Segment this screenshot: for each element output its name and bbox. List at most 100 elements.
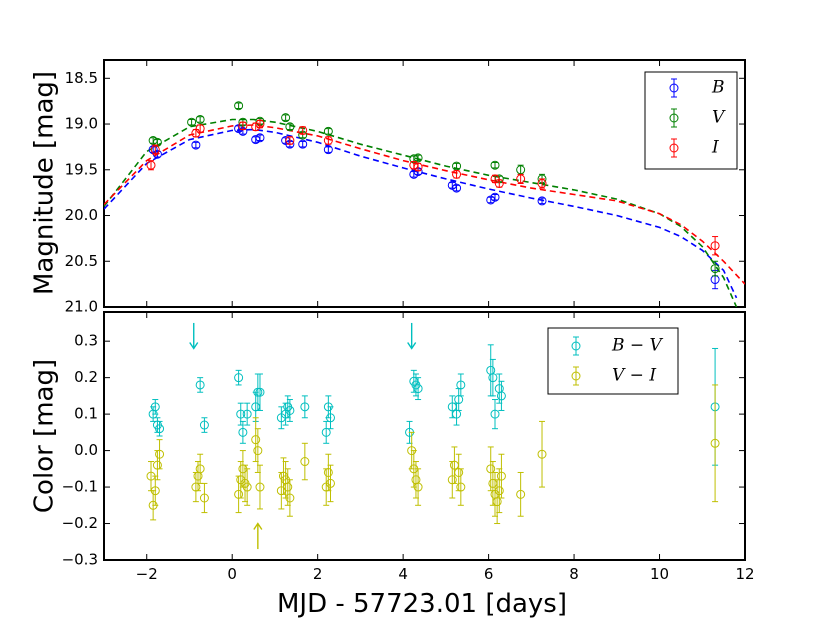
point-V (281, 113, 291, 123)
color-ytick-label: 0.1 (74, 405, 98, 423)
point-v-i (537, 420, 547, 488)
color-ytick-label: 0.3 (74, 332, 98, 350)
point-I (494, 179, 504, 188)
point-b-v (456, 373, 466, 397)
point-b-v (413, 377, 423, 401)
point-b-v (155, 420, 165, 437)
color-panel: 0.3 0.2 0.1 0.0 −0.1 −0.2 −0.3 −2 0 2 4 6 8 10 12 Colo… (30, 311, 755, 619)
point-b-v (150, 399, 160, 415)
point-v-i (300, 442, 310, 481)
point-v-i (283, 468, 293, 506)
magnitude-ticks: 18.5 19.0 19.5 20.0 20.5 21.0 (65, 60, 746, 316)
point-I (285, 136, 295, 146)
point-V (710, 260, 720, 277)
point-B (191, 140, 201, 150)
x-tick-label: 10 (650, 565, 669, 583)
point-v-i (411, 461, 421, 499)
legend-label-V: V (712, 108, 726, 128)
point-V (490, 160, 500, 170)
color-ticks: 0.3 0.2 0.1 0.0 −0.1 −0.2 −0.3 −2 0 2 4 6 8 10 12 (62, 312, 755, 583)
point-V (234, 101, 244, 111)
point-b-v (490, 399, 500, 430)
model-curve-B (104, 128, 738, 299)
point-b-v (452, 402, 462, 426)
point-I (150, 144, 160, 155)
arrow-annotation (253, 522, 263, 550)
color-axis-label: Color [mag] (30, 359, 60, 513)
point-v-i (516, 471, 526, 517)
point-I (490, 174, 500, 184)
magnitude-ytick-label: 20.0 (65, 206, 98, 224)
legend-label-B: B (711, 78, 725, 98)
point-b-v (325, 406, 335, 430)
point-B (323, 145, 333, 155)
point-b-v (488, 358, 498, 397)
point-v-i (150, 475, 160, 506)
legend-label-v-i: V − I (612, 366, 656, 386)
x-tick-label: 8 (569, 565, 579, 583)
point-b-v (486, 344, 496, 397)
point-v-i (199, 482, 209, 514)
point-v-i (242, 468, 252, 506)
point-v-i (710, 384, 720, 503)
color-points (146, 344, 720, 525)
point-v-i (456, 468, 466, 506)
color-ytick-label: −0.3 (62, 551, 98, 569)
point-B (452, 183, 462, 193)
point-v-i (195, 453, 205, 484)
legend-entry-V: V (669, 108, 726, 128)
x-tick-label: 4 (398, 565, 408, 583)
magnitude-points (146, 101, 720, 290)
annotation-arrows (189, 322, 417, 550)
point-V (195, 114, 205, 124)
x-tick-label: 12 (735, 565, 754, 583)
point-b-v (199, 417, 209, 433)
point-I (413, 162, 423, 172)
magnitude-ytick-label: 19.5 (65, 160, 98, 178)
point-V (323, 126, 333, 136)
point-B (298, 139, 308, 149)
arrow-annotation (407, 322, 417, 350)
magnitude-legend: BVI (644, 71, 738, 170)
point-v-i (276, 471, 286, 510)
point-v-i (496, 453, 506, 499)
magnitude-panel: 18.5 19.0 19.5 20.0 20.5 21.0 Magnitude [mag]… (30, 59, 746, 316)
x-tick-label: 6 (484, 565, 494, 583)
point-b-v (255, 373, 265, 411)
point-I (452, 169, 462, 179)
color-ytick-label: 0.2 (74, 368, 98, 386)
color-legend: B − V V − I (547, 327, 679, 395)
point-v-i (285, 479, 295, 517)
legend-entry-I: I (669, 138, 719, 158)
point-b-v (234, 369, 244, 386)
color-ytick-label: −0.1 (62, 478, 98, 496)
point-v-i (486, 446, 496, 492)
legend-label-I: I (711, 138, 719, 158)
point-I (537, 178, 547, 189)
point-I (195, 124, 205, 134)
color-ytick-label: −0.2 (62, 514, 98, 532)
legend-entry-b-v: B − V (571, 336, 664, 356)
point-v-i (449, 446, 459, 484)
point-b-v (238, 420, 248, 444)
point-I (710, 236, 720, 256)
point-B (490, 192, 500, 202)
point-v-i (494, 468, 504, 514)
model-curves (104, 118, 745, 307)
color-legend-box (547, 327, 679, 395)
point-V (413, 153, 423, 163)
point-I (255, 119, 265, 129)
point-B (255, 133, 265, 143)
point-b-v (242, 402, 252, 426)
legend-label-b-v: B − V (611, 336, 664, 356)
magnitude-plot-frame (103, 59, 746, 308)
point-v-i (323, 453, 333, 492)
x-axis-label: MJD - 57723.01 [days] (277, 589, 567, 619)
model-curve-V (104, 118, 738, 307)
magnitude-axis-label: Magnitude [mag] (30, 71, 60, 295)
magnitude-ytick-label: 18.5 (65, 69, 98, 87)
point-v-i (454, 453, 464, 492)
point-I (323, 136, 333, 146)
magnitude-ytick-label: 20.5 (65, 252, 98, 270)
